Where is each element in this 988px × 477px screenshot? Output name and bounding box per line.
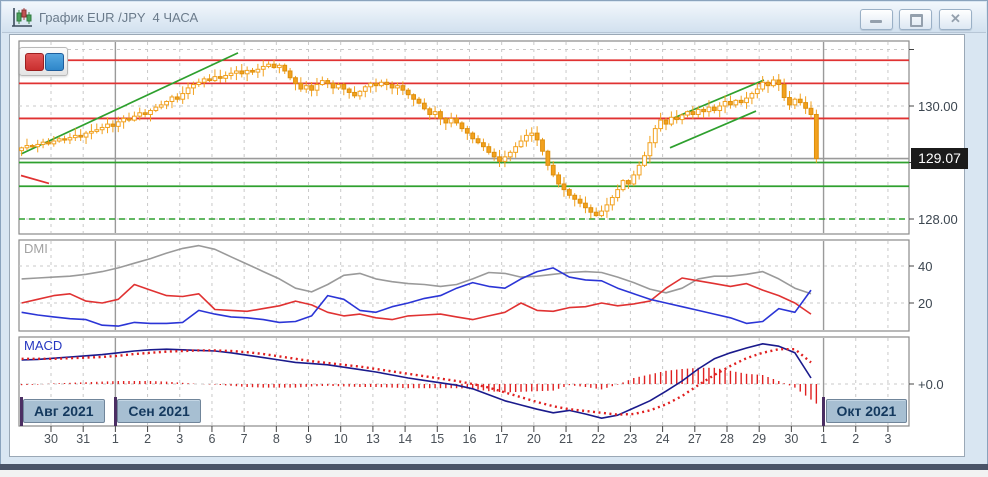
x-tick-label: 1 [820,432,828,446]
dmi-panel-label: DMI [24,241,48,256]
chart-window: График EUR /JPY 4 ЧАСА ✕ DMI MACD 130.00… [0,0,988,465]
restore-button[interactable] [899,9,932,30]
x-tick-label: 2 [144,432,152,446]
minimize-button[interactable] [860,9,893,30]
x-tick-label: 2 [852,432,860,446]
x-tick-label: 28 [720,432,734,446]
x-tick-label: 30 [784,432,799,446]
month-start-line [113,397,117,426]
candlestick-chart-icon [12,8,32,27]
x-tick-label: 3 [176,432,184,446]
x-tick-label: 31 [76,432,91,446]
month-start-line [822,397,826,426]
x-tick-label: 6 [208,432,216,446]
month-start-line [19,397,23,426]
candlestick-series [19,59,819,219]
price-label-130: 130.00 [918,99,958,114]
x-tick-label: 16 [462,432,477,446]
x-tick-label: 23 [623,432,638,446]
close-icon: ✕ [950,11,961,26]
blue-marker-button[interactable] [45,53,64,71]
month-badge: Окт 2021 [825,399,908,423]
x-tick-label: 10 [333,432,348,446]
trendline-channel-lower [669,110,757,149]
month-badge: Авг 2021 [23,399,105,423]
close-button[interactable]: ✕ [939,9,972,30]
dmi-label-40: 40 [918,259,933,274]
x-tick-label: 17 [494,432,509,446]
x-tick-label: 9 [305,432,312,446]
x-tick-label: 1 [111,432,119,446]
x-tick-label: 7 [240,432,248,446]
x-tick-label: 30 [44,432,58,446]
macd-label-zero: +0.0 [918,377,944,392]
window-bottom-edge [0,464,988,470]
dmi-label-20: 20 [918,296,933,311]
trendline-uptrend-august [20,52,239,155]
month-badge: Сен 2021 [117,399,201,423]
minimize-icon [861,10,892,29]
x-tick-label: 13 [365,432,380,446]
trendlines [20,52,765,185]
x-tick-label: 8 [272,432,280,446]
x-tick-label: 3 [884,432,892,446]
x-tick-label: 14 [398,432,413,446]
price-label-128: 128.00 [918,212,958,227]
dmi-series [21,244,812,327]
current-price-box: 129.07 [911,148,968,169]
trendline-old-downtrend-stub [20,174,50,185]
x-tick-label: 15 [430,432,445,446]
x-tick-label: 27 [687,432,702,446]
macd-panel-label: MACD [24,338,63,353]
window-title: График EUR /JPY 4 ЧАСА [39,10,199,25]
panel-borders [18,40,910,427]
x-tick-label: 21 [559,432,573,446]
red-marker-button[interactable] [25,53,44,71]
macd-series [20,342,818,420]
restore-icon [900,10,931,29]
x-tick-label: 29 [752,432,767,446]
x-tick-label: 22 [591,432,606,446]
window-titlebar[interactable]: График EUR /JPY 4 ЧАСА ✕ [2,2,986,33]
x-tick-label: 20 [526,432,541,446]
x-tick-label: 24 [655,432,670,446]
chart-mini-toolbar [19,47,68,76]
